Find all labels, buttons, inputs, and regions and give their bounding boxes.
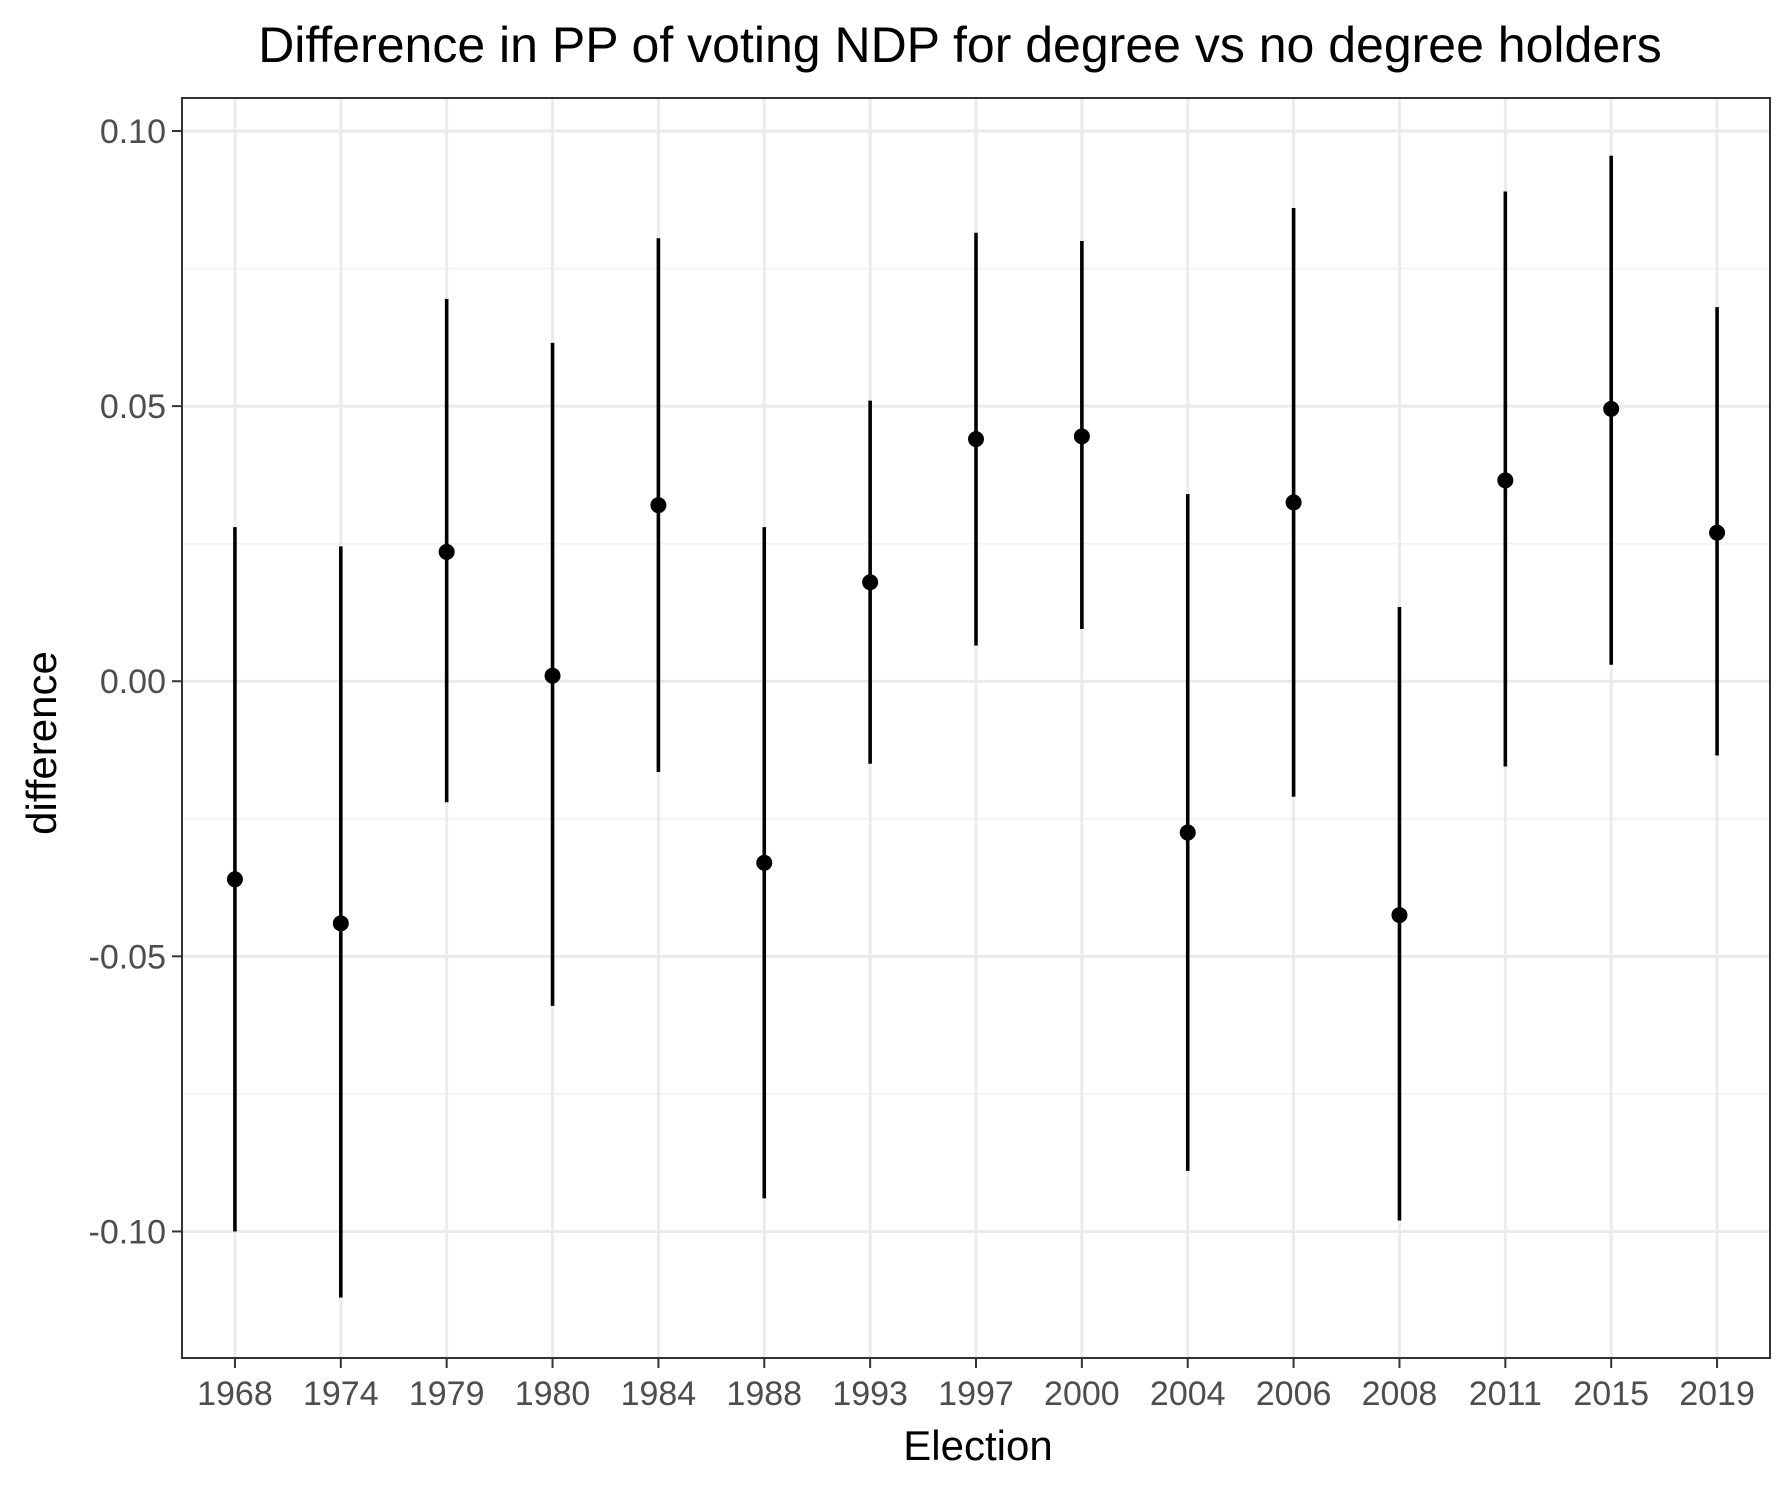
data-point [1391, 907, 1408, 924]
x-tick-label: 2004 [1150, 1375, 1226, 1413]
x-tick-label: 1968 [197, 1375, 273, 1413]
x-tick-label: 1980 [515, 1375, 591, 1413]
data-point [862, 574, 879, 591]
data-point [438, 543, 455, 560]
data-point [544, 667, 561, 684]
y-tick-label: 0.05 [100, 388, 166, 426]
axis-ticks: -0.10 -0.05 0.00 0.05 0.10 1968 1974 1979 1980 19… [89, 113, 1755, 1413]
y-tick-label: 0.10 [100, 113, 166, 151]
x-tick-label: 2019 [1679, 1375, 1755, 1413]
y-tick-label: 0.00 [100, 663, 166, 701]
data-point [650, 497, 667, 514]
data-marks [226, 155, 1726, 1298]
x-tick-label: 1974 [303, 1375, 379, 1413]
data-point [756, 854, 773, 871]
x-tick-label: 2006 [1256, 1375, 1332, 1413]
chart-title: Difference in PP of voting NDP for degre… [258, 17, 1662, 73]
y-axis-title: difference [18, 651, 65, 835]
data-point [1179, 824, 1196, 841]
data-point [968, 431, 984, 448]
x-tick-label: 2000 [1044, 1375, 1120, 1413]
x-tick-label: 1988 [726, 1375, 802, 1413]
x-tick-label: 2008 [1362, 1375, 1438, 1413]
data-point [226, 871, 243, 888]
data-point [1497, 472, 1514, 489]
x-tick-label: 1993 [832, 1375, 908, 1413]
x-tick-label: 2011 [1469, 1375, 1542, 1413]
data-point [1285, 494, 1302, 511]
data-point [1603, 400, 1620, 417]
y-tick-label: -0.05 [89, 938, 167, 976]
data-point [332, 915, 349, 932]
x-tick-label: 1984 [621, 1375, 697, 1413]
data-point [1073, 428, 1090, 445]
x-tick-label: 1979 [409, 1375, 485, 1413]
x-axis-title: Election [903, 1422, 1052, 1469]
x-tick-label: 2015 [1573, 1375, 1649, 1413]
x-tick-label: 1997 [938, 1375, 1014, 1413]
data-point [1709, 524, 1726, 541]
y-tick-label: -0.10 [89, 1213, 167, 1251]
